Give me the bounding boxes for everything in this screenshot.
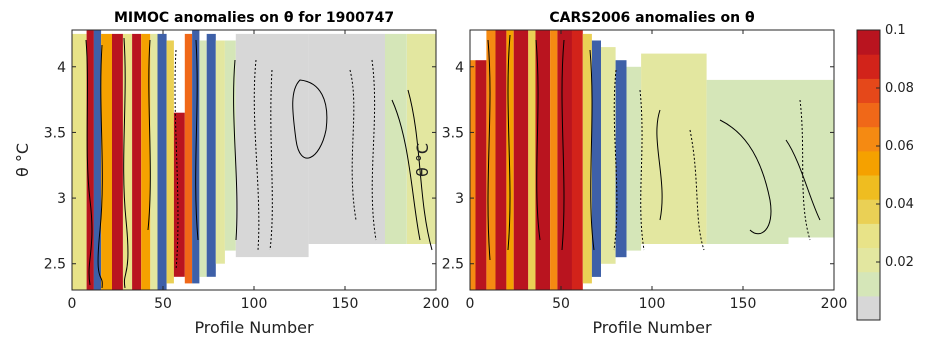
heatmap-column <box>308 33 385 245</box>
heatmap-column <box>173 112 185 277</box>
colorbar-swatch <box>857 295 880 321</box>
heatmap-column <box>601 47 616 264</box>
colorbar-swatch <box>857 30 880 55</box>
heatmap-column <box>470 60 476 290</box>
heatmap-column <box>506 30 514 290</box>
contour-lines-dotted <box>613 69 811 251</box>
y-tick-label: 2.5 <box>442 257 464 273</box>
colorbar-tick-label: 0.06 <box>885 139 914 154</box>
x-tick-label: 50 <box>552 296 570 312</box>
heatmap-column <box>157 33 167 290</box>
heatmap-column <box>150 33 158 290</box>
colorbar-swatch <box>857 102 880 128</box>
heatmap-column <box>141 33 151 290</box>
colorbar-tick-label: 0.04 <box>885 197 914 212</box>
heatmap-column <box>475 60 487 290</box>
heatmap-column <box>101 33 112 290</box>
heatmap-column <box>206 33 216 277</box>
heatmap-column <box>199 40 207 277</box>
heatmap-column <box>626 66 642 251</box>
y-axis-label: θ °C <box>13 143 32 177</box>
in-plot-label: θ °C <box>413 143 432 177</box>
colorbar-swatch <box>857 175 880 200</box>
colorbar-tick-label: 0.1 <box>885 23 906 38</box>
y-tick-label: 3.5 <box>442 125 464 141</box>
heatmap-column <box>112 33 123 290</box>
colorbar-swatch <box>857 247 880 273</box>
heatmap-column <box>513 30 529 290</box>
heatmap-column <box>557 30 572 290</box>
y-tick-label: 3 <box>57 191 66 207</box>
heatmap-column <box>215 40 225 264</box>
heatmap-column <box>123 33 133 290</box>
heatmap-column <box>582 33 592 284</box>
heatmap-column <box>86 30 94 290</box>
x-axis-label: Profile Number <box>592 318 712 337</box>
heatmap-column <box>706 79 789 245</box>
x-tick-label: 150 <box>332 296 359 312</box>
x-tick-label: 200 <box>423 296 450 312</box>
chart-title: MIMOC anomalies on θ for 1900747 <box>114 10 394 26</box>
cars2006-panel: 0 50 100 150 200 2.5 3 3.5 4 CARS2006 anomalies … <box>442 10 848 337</box>
heatmap-column <box>385 33 407 245</box>
axes: 0 50 100 150 200 2.5 3 3.5 4 <box>44 30 450 312</box>
heatmap-column <box>495 30 507 290</box>
heatmap-column <box>132 33 142 290</box>
axes: 0 50 100 150 200 2.5 3 3.5 4 <box>442 30 848 312</box>
colorbar-frame <box>856 29 881 321</box>
colorbar-swatch <box>857 223 880 248</box>
x-tick-label: 50 <box>154 296 172 312</box>
y-tick-label: 4 <box>57 60 66 76</box>
heatmap-column <box>591 40 601 277</box>
x-tick-label: 0 <box>466 296 475 312</box>
colorbar-swatch <box>857 271 880 297</box>
heatmap-column <box>224 40 236 251</box>
heatmap-column <box>406 33 436 245</box>
colorbar-swatch <box>857 150 880 176</box>
colorbar: 0.02 0.04 0.06 0.08 0.1 <box>856 23 914 321</box>
y-tick-label: 4 <box>455 60 464 76</box>
chart-title: CARS2006 anomalies on θ <box>549 10 755 26</box>
heatmap-column <box>528 30 536 290</box>
heatmap-column <box>93 30 102 290</box>
colorbar-swatch <box>857 126 880 152</box>
heatmap-column <box>486 30 496 290</box>
colorbar-swatch <box>857 199 880 224</box>
colorbar-swatch <box>857 78 880 103</box>
heatmap-cells <box>72 30 436 290</box>
mimoc-panel: 0 50 100 150 200 2.5 3 3.5 4 MIMOC anomalies on … <box>13 10 449 337</box>
x-tick-label: 150 <box>730 296 757 312</box>
heatmap-column <box>166 40 174 284</box>
heatmap-column <box>184 33 193 284</box>
x-axis-label: Profile Number <box>194 318 314 337</box>
x-tick-label: 0 <box>68 296 77 312</box>
x-tick-label: 100 <box>639 296 666 312</box>
colorbar-tick-label: 0.02 <box>885 255 914 270</box>
x-tick-label: 200 <box>821 296 848 312</box>
heatmap-column <box>571 30 583 290</box>
colorbar-swatch <box>857 54 880 79</box>
colorbar-tick-label: 0.08 <box>885 81 914 96</box>
contour-lines-dotted <box>174 49 377 271</box>
heatmap-column <box>550 30 558 290</box>
y-tick-label: 3 <box>455 191 464 207</box>
heatmap-column <box>535 30 551 290</box>
x-tick-label: 100 <box>241 296 268 312</box>
heatmap-column <box>615 60 627 258</box>
y-tick-label: 2.5 <box>44 257 66 273</box>
contour-lines <box>85 37 433 289</box>
y-tick-label: 3.5 <box>44 125 66 141</box>
heatmap-column <box>72 33 87 290</box>
contour-lines <box>487 34 821 261</box>
heatmap-column <box>641 53 707 244</box>
